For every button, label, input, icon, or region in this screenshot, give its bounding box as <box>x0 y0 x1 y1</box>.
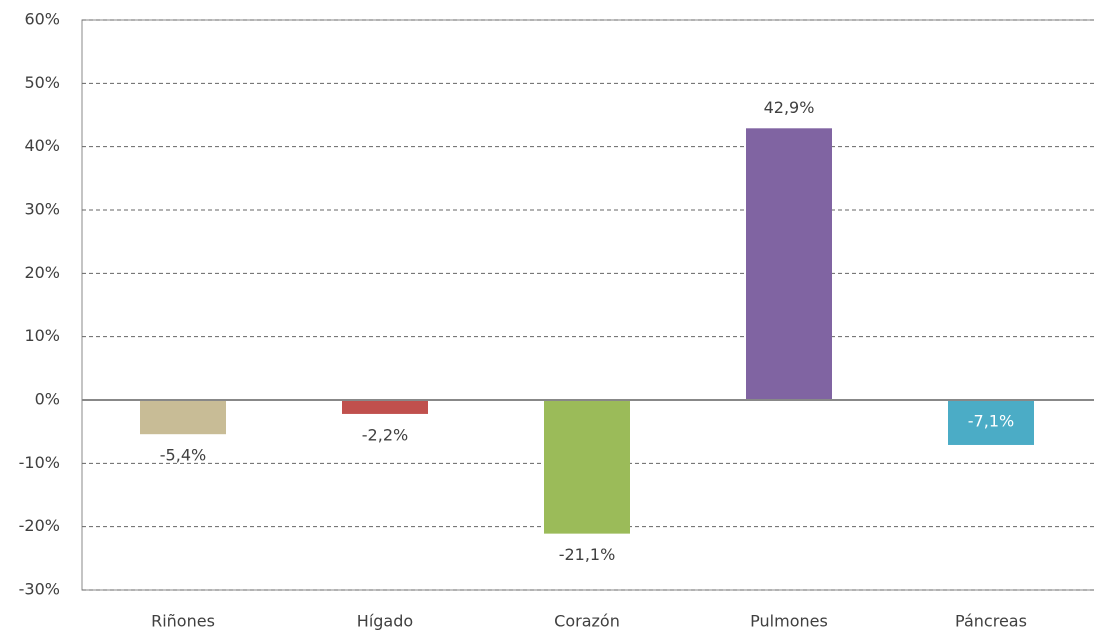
bar <box>948 400 1034 445</box>
y-tick-label: 20% <box>24 263 60 282</box>
x-tick-label: Pulmones <box>750 612 828 631</box>
bar <box>746 128 832 401</box>
y-tick-label: 50% <box>24 73 60 92</box>
plot-border <box>81 19 1094 591</box>
data-label: -7,1% <box>968 412 1014 431</box>
data-label: -2,2% <box>362 425 408 444</box>
y-tick-label: -20% <box>19 516 60 535</box>
y-tick-label: 0% <box>35 390 60 409</box>
x-tick-label: Riñones <box>151 612 215 631</box>
data-label: -5,4% <box>160 446 206 465</box>
x-tick-label: Corazón <box>554 612 620 631</box>
y-tick-label: 60% <box>24 10 60 29</box>
y-tick-label: -10% <box>19 453 60 472</box>
bar <box>342 400 428 414</box>
y-tick-label: 10% <box>24 326 60 345</box>
y-tick-label: 30% <box>24 200 60 219</box>
bar <box>140 400 226 435</box>
bar <box>544 400 630 534</box>
x-tick-label: Hígado <box>357 612 413 631</box>
x-tick-label: Páncreas <box>955 612 1027 631</box>
y-tick-label: 40% <box>24 136 60 155</box>
data-label: 42,9% <box>764 98 815 117</box>
y-tick-label: -30% <box>19 580 60 599</box>
data-label: -21,1% <box>559 545 616 564</box>
